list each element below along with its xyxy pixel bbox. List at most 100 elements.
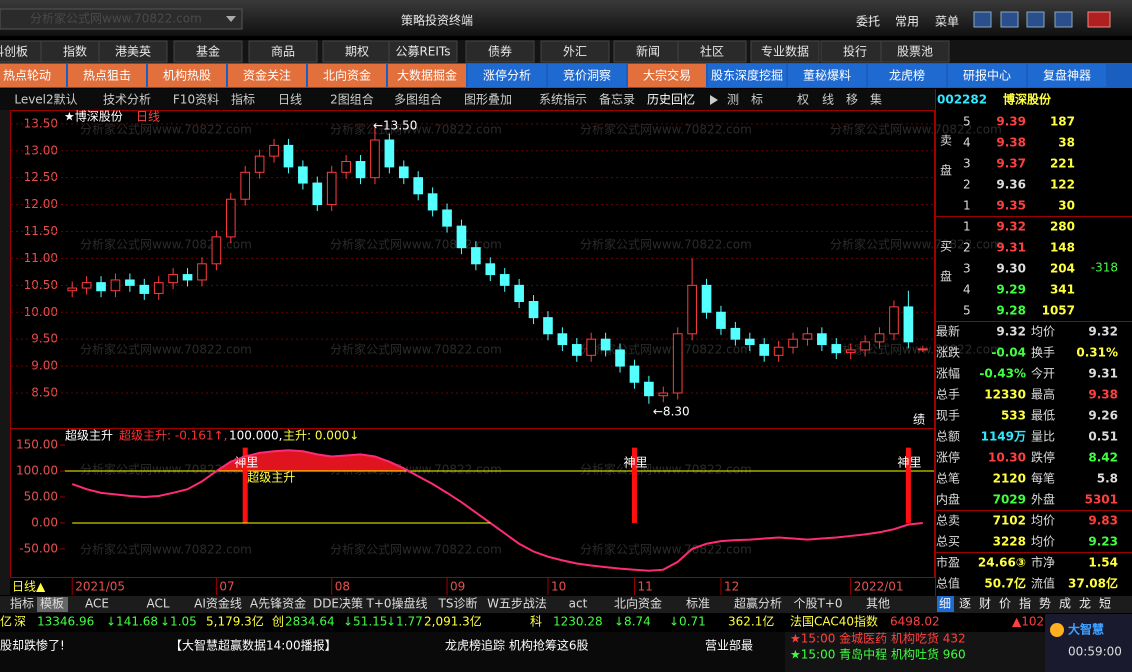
panel-tab[interactable]: 龙 — [1079, 597, 1091, 611]
panel-tab[interactable]: 势 — [1039, 597, 1051, 611]
indicator-tab[interactable]: 标准 — [686, 597, 710, 611]
candle-body — [600, 338, 611, 351]
nav-button[interactable] — [677, 40, 747, 63]
search-box[interactable] — [0, 8, 243, 30]
menu-item[interactable]: 委托 — [856, 15, 880, 29]
book-price: 9.38 — [996, 136, 1026, 150]
window-button[interactable] — [1000, 11, 1019, 28]
ticker-item: ▲102 — [1012, 615, 1044, 629]
indicator-tab[interactable]: T+0操盘线 — [365, 596, 427, 611]
feature-button[interactable] — [228, 64, 306, 87]
toolbar-item[interactable]: Level2默认 — [14, 92, 77, 107]
feature-button[interactable] — [148, 64, 226, 87]
nav-button[interactable] — [248, 40, 318, 63]
candle-body — [471, 247, 481, 265]
feature-button[interactable] — [1028, 64, 1106, 87]
feature-button[interactable] — [308, 64, 386, 87]
indicator-tab[interactable]: TS诊断 — [438, 596, 478, 611]
feature-button[interactable] — [628, 64, 706, 87]
toolbar-item[interactable]: 线 — [822, 93, 834, 107]
alert-item[interactable]: ★15:00 青岛中程 机构吐货 960 — [790, 647, 966, 662]
window-button[interactable] — [1054, 11, 1073, 28]
feature-button[interactable] — [468, 64, 546, 87]
indicator-tab[interactable]: 超赢分析 — [734, 596, 782, 611]
feature-button[interactable] — [948, 64, 1026, 87]
candle-body — [644, 381, 654, 397]
indicator-tab[interactable]: 指标 — [10, 596, 34, 611]
indicator-tab[interactable]: A先锋资金 — [250, 596, 306, 611]
candle-body — [730, 327, 741, 340]
nav-button[interactable] — [388, 40, 458, 63]
indicator-tab[interactable]: W五步战法 — [487, 597, 547, 611]
window-button[interactable] — [1026, 11, 1045, 28]
toolbar-item[interactable]: 移 — [846, 93, 858, 107]
nav-button[interactable] — [173, 40, 243, 63]
news-item[interactable]: 【大智慧超赢数据14:00播报】 — [170, 638, 337, 653]
ticker-item: 13346.96 — [37, 615, 94, 629]
indicator-tab[interactable]: ACL — [146, 597, 169, 611]
toolbar-item[interactable]: 日线 — [278, 93, 302, 107]
indicator-tab[interactable]: act — [569, 597, 588, 611]
nav-button[interactable] — [540, 40, 610, 63]
x-tick-label: 08 — [335, 580, 350, 594]
window-button[interactable] — [973, 11, 992, 28]
feature-button[interactable] — [388, 64, 466, 87]
period-switch[interactable]: 日线▲ — [12, 580, 46, 594]
toolbar-item[interactable]: 2图组合 — [330, 92, 374, 107]
indicator-tab[interactable]: 个股T+0 — [793, 597, 842, 611]
indicator-tab[interactable]: DDE决策 — [313, 597, 363, 611]
panel-tab[interactable]: 价 — [999, 597, 1011, 611]
stat-label: 总值 — [936, 576, 960, 591]
news-item[interactable]: 股却跌惨了! — [0, 638, 65, 653]
indicator-legend: 100.000, — [229, 429, 282, 443]
nav-button[interactable] — [750, 40, 820, 63]
toolbar-item[interactable]: 集 — [870, 92, 882, 107]
feature-button[interactable] — [0, 64, 66, 87]
nav-button[interactable] — [465, 40, 535, 63]
feature-button[interactable] — [708, 64, 786, 87]
toolbar-item[interactable]: 系统指示 — [539, 92, 587, 107]
panel-tab[interactable]: 指 — [1019, 596, 1031, 611]
y-tick-label: 13.50 — [24, 116, 58, 130]
stat-value: 9.38 — [1088, 388, 1118, 402]
toolbar-item[interactable]: 备忘录 — [599, 92, 635, 107]
menu-item[interactable]: 常用 — [895, 15, 919, 29]
alert-item[interactable]: ★15:00 金城医药 机构吃货 432 — [790, 631, 966, 646]
feature-button[interactable] — [788, 64, 866, 87]
watermark: 分析家公式网www.70822.com — [580, 542, 752, 557]
news-item[interactable]: 营业部最 — [705, 638, 753, 653]
toolbar-item[interactable]: 指标 — [231, 92, 255, 107]
indicator-tab[interactable]: 模板 — [40, 597, 64, 611]
panel-tab[interactable]: 成 — [1059, 597, 1071, 611]
nav-label: 外汇 — [563, 45, 587, 59]
panel-tab[interactable]: 细 — [939, 597, 951, 611]
menu-item[interactable]: 菜单 — [935, 15, 959, 29]
toolbar-item[interactable]: 历史回忆 — [647, 93, 695, 107]
stat-value: 7102 — [993, 514, 1026, 528]
candle-body — [903, 306, 914, 343]
panel-tab[interactable]: 短 — [1099, 597, 1111, 611]
indicator-tab[interactable]: 北向资金 — [614, 596, 662, 611]
indicator-tab[interactable]: AI资金线 — [194, 596, 242, 611]
toolbar-item[interactable]: 权 — [797, 93, 809, 107]
feature-button[interactable] — [548, 64, 626, 87]
toolbar-item[interactable]: 图形叠加 — [464, 93, 512, 107]
panel-tab[interactable]: 财 — [979, 597, 991, 611]
toolbar-item[interactable]: 标 — [751, 93, 763, 107]
indicator-tab[interactable]: 其他 — [866, 597, 890, 611]
news-item[interactable]: 龙虎榜追踪 机构抢筹这6股 — [445, 638, 588, 653]
candle-body — [485, 263, 496, 276]
book-volume: 204 — [1050, 262, 1075, 276]
nav-button[interactable] — [98, 40, 168, 63]
indicator-tab[interactable]: ACE — [85, 597, 109, 611]
toolbar-item[interactable]: 测 — [727, 93, 739, 107]
toolbar-item[interactable]: 多图组合 — [394, 92, 442, 107]
panel-tab[interactable]: 逐 — [959, 597, 971, 611]
close-button[interactable] — [1087, 11, 1111, 28]
feature-button[interactable] — [68, 64, 146, 87]
nav-button[interactable] — [880, 40, 950, 63]
toolbar-item[interactable]: F10资料 — [173, 93, 219, 107]
feature-button[interactable] — [868, 64, 946, 87]
stat-value: 8.42 — [1088, 451, 1118, 465]
toolbar-item[interactable]: 技术分析 — [103, 93, 151, 107]
